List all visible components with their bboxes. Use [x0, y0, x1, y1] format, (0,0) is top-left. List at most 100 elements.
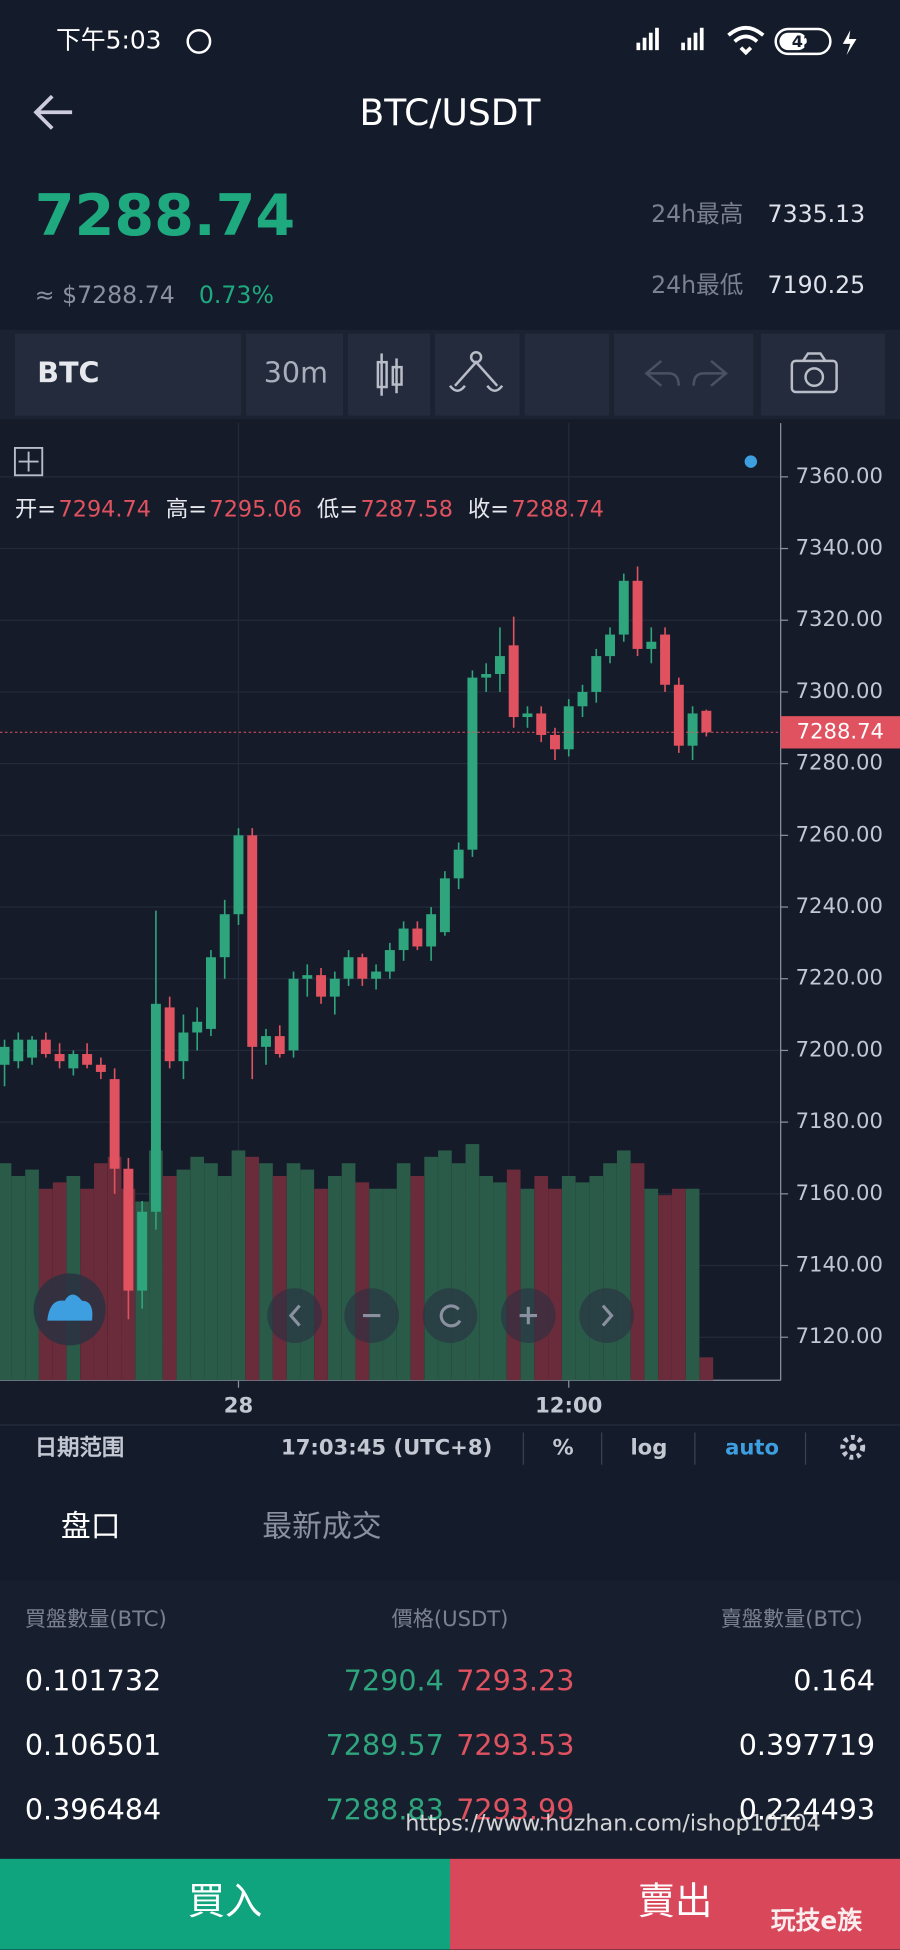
y-tick-label: 7120.00 — [796, 1323, 883, 1348]
candle-body — [261, 1036, 271, 1047]
buy-button[interactable] — [0, 1858, 450, 1950]
candle-body — [371, 971, 382, 979]
volume-bar — [25, 1169, 39, 1381]
candle-body — [316, 975, 327, 997]
usd-price: ≈ $7288.74 — [35, 281, 175, 309]
volume-bar — [671, 1188, 686, 1381]
y-tick-label: 7360.00 — [796, 463, 883, 488]
signal-icons — [636, 27, 704, 51]
volume-bar — [190, 1156, 205, 1381]
volume-bar — [479, 1175, 494, 1381]
volume-bar — [355, 1182, 370, 1381]
volume-bar — [327, 1175, 342, 1381]
bid-price: 7290.4 — [344, 1663, 444, 1697]
volume-bar — [575, 1182, 590, 1381]
volume-bar — [465, 1144, 480, 1381]
candle-body — [123, 1168, 134, 1291]
y-tick-label: 7340.00 — [796, 535, 883, 560]
candle-body — [687, 713, 698, 746]
volume-bar — [369, 1188, 383, 1381]
candle-body — [467, 677, 478, 850]
clock: 17:03:45 (UTC+8) — [281, 1435, 492, 1460]
volume-bar — [300, 1169, 315, 1381]
y-tick-label: 7160.00 — [796, 1180, 883, 1205]
candle-body — [618, 580, 629, 635]
volume-bar — [438, 1150, 452, 1381]
candle-body — [302, 975, 313, 979]
settings-button[interactable] — [840, 1434, 866, 1460]
indicator-button[interactable] — [449, 350, 504, 392]
interval-button[interactable]: 30m — [264, 356, 328, 390]
candle-body — [494, 656, 505, 675]
scroll-right[interactable] — [579, 1288, 634, 1343]
low-value: 7190.25 — [768, 271, 866, 299]
volume-bar — [272, 1175, 287, 1381]
last-price-tag — [780, 716, 900, 749]
candle-body — [522, 713, 533, 718]
candle-body — [550, 734, 560, 750]
candle-body — [646, 641, 657, 649]
candle-body — [426, 914, 437, 947]
ohlc-value: 7287.58 — [360, 497, 452, 523]
crosshair-button[interactable] — [13, 446, 44, 477]
x-tick-label: 12:00 — [535, 1392, 602, 1417]
volume-bar — [493, 1182, 507, 1381]
redo-button[interactable] — [692, 359, 728, 387]
status-time: 下午5:03 — [56, 25, 162, 54]
tab[interactable]: 最新成交 — [262, 1510, 381, 1545]
candle-body — [605, 634, 615, 657]
candle-body — [481, 674, 492, 678]
battery-text: 42 — [792, 32, 814, 51]
tab-active[interactable]: 盘口 — [61, 1510, 121, 1545]
candle-body — [54, 1054, 65, 1062]
volume-bar — [451, 1163, 466, 1381]
y-tick-label: 7260.00 — [796, 821, 883, 846]
candle-body — [632, 580, 643, 649]
reset[interactable] — [422, 1288, 478, 1343]
bid-price: 7288.83 — [326, 1793, 444, 1827]
log-toggle[interactable]: log — [630, 1435, 667, 1460]
high-label: 24h最高 — [651, 200, 743, 228]
volume-bar — [204, 1163, 218, 1381]
volume-bar — [176, 1169, 191, 1381]
y-tick-label: 7320.00 — [796, 606, 883, 631]
y-tick-label: 7300.00 — [796, 678, 883, 703]
volume-bar — [424, 1156, 438, 1381]
candle-body — [591, 656, 602, 692]
undo-button[interactable] — [644, 359, 680, 387]
bid-amount: 0.106501 — [25, 1728, 161, 1762]
candle-body — [701, 710, 712, 733]
screenshot-button[interactable] — [790, 352, 838, 394]
candle-body — [82, 1054, 93, 1065]
ohlc-label: 收= — [468, 497, 509, 523]
settings-icon — [849, 1443, 857, 1452]
candle-body — [192, 1021, 203, 1033]
scroll-left[interactable] — [267, 1288, 322, 1343]
volume-bar — [658, 1195, 672, 1381]
date-range-button[interactable]: 日期范围 — [35, 1435, 124, 1461]
volume-bar — [506, 1169, 521, 1381]
candle-body — [137, 1211, 148, 1291]
symbol-button[interactable]: BTC — [37, 356, 99, 390]
volume-bar — [520, 1188, 535, 1381]
candle-body — [205, 957, 216, 1029]
sell-button[interactable] — [450, 1858, 900, 1950]
candle-body — [95, 1064, 106, 1072]
order-book-header: 價格(USDT) — [392, 1606, 509, 1631]
candle-type-button[interactable] — [376, 353, 403, 396]
candle-body — [13, 1039, 24, 1062]
candle-body — [274, 1036, 285, 1055]
bid-price: 7289.57 — [326, 1728, 444, 1762]
back-button[interactable] — [33, 94, 73, 130]
battery-level — [779, 32, 807, 51]
volume-bar — [548, 1188, 562, 1381]
auto-toggle[interactable]: auto — [725, 1435, 779, 1460]
volume-bar — [630, 1163, 645, 1381]
status-dot — [744, 455, 758, 468]
volume-bar — [217, 1175, 232, 1381]
percent-toggle[interactable]: % — [553, 1435, 574, 1460]
ask-price: 7293.53 — [456, 1728, 574, 1762]
ohlc-label: 开= — [15, 497, 56, 523]
order-book-header: 買盤數量(BTC) — [25, 1606, 167, 1631]
